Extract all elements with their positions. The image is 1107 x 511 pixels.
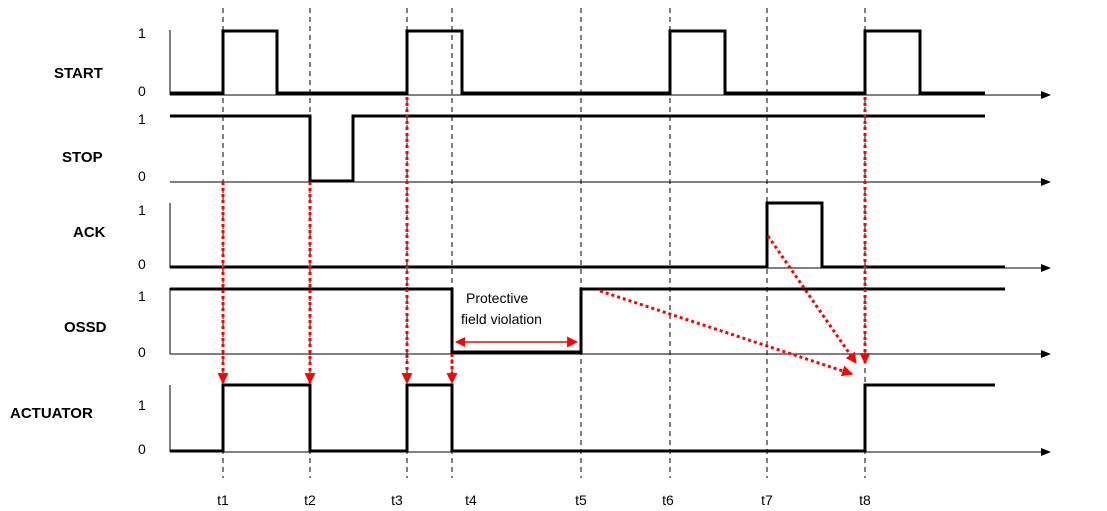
level-high-label: 1 [138,397,146,413]
signal-name: STOP [62,149,103,166]
annotation-line-2: field violation [461,311,542,327]
signal-start: START 1 0 [54,25,1051,99]
time-label-t8: t8 [859,492,871,508]
signal-ack: ACK 1 0 [73,201,1051,272]
signal-name: ACK [73,224,106,241]
signal-name: OSSD [64,319,107,336]
time-label-t3: t3 [391,492,403,508]
level-high-label: 1 [138,111,146,127]
time-label-t4: t4 [465,492,477,508]
arrow-ossd-to-actuator-t8 [599,289,854,377]
arrow-ack-to-actuator-t8 [766,235,858,364]
level-low-label: 0 [138,441,146,457]
level-low-label: 0 [138,83,146,99]
time-guides [222,8,866,478]
annotation-line-1: Protective [466,290,528,306]
waveform [170,383,995,453]
waveform [170,201,1005,269]
time-labels: t1 t2 t3 t4 t5 t6 t7 t8 [217,492,871,508]
signal-stop: STOP 1 0 [62,111,1051,186]
level-low-label: 0 [138,344,146,360]
time-label-t2: t2 [304,492,316,508]
waveform [170,114,985,183]
causal-arrows [217,97,871,385]
violation-annotation: Protective field violation [455,290,579,348]
level-low-label: 0 [138,168,146,184]
signal-actuator: ACTUATOR 1 0 [10,383,1051,457]
level-high-label: 1 [138,25,146,41]
time-label-t1: t1 [217,492,229,508]
time-label-t6: t6 [662,492,674,508]
time-label-t7: t7 [761,492,773,508]
signal-name: START [54,65,103,82]
level-high-label: 1 [138,202,146,218]
signal-name: ACTUATOR [10,405,93,422]
waveform [170,29,985,95]
waveform [170,287,1005,354]
level-high-label: 1 [138,288,146,304]
time-label-t5: t5 [575,492,587,508]
level-low-label: 0 [138,256,146,272]
signal-ossd: OSSD 1 0 [64,287,1051,360]
